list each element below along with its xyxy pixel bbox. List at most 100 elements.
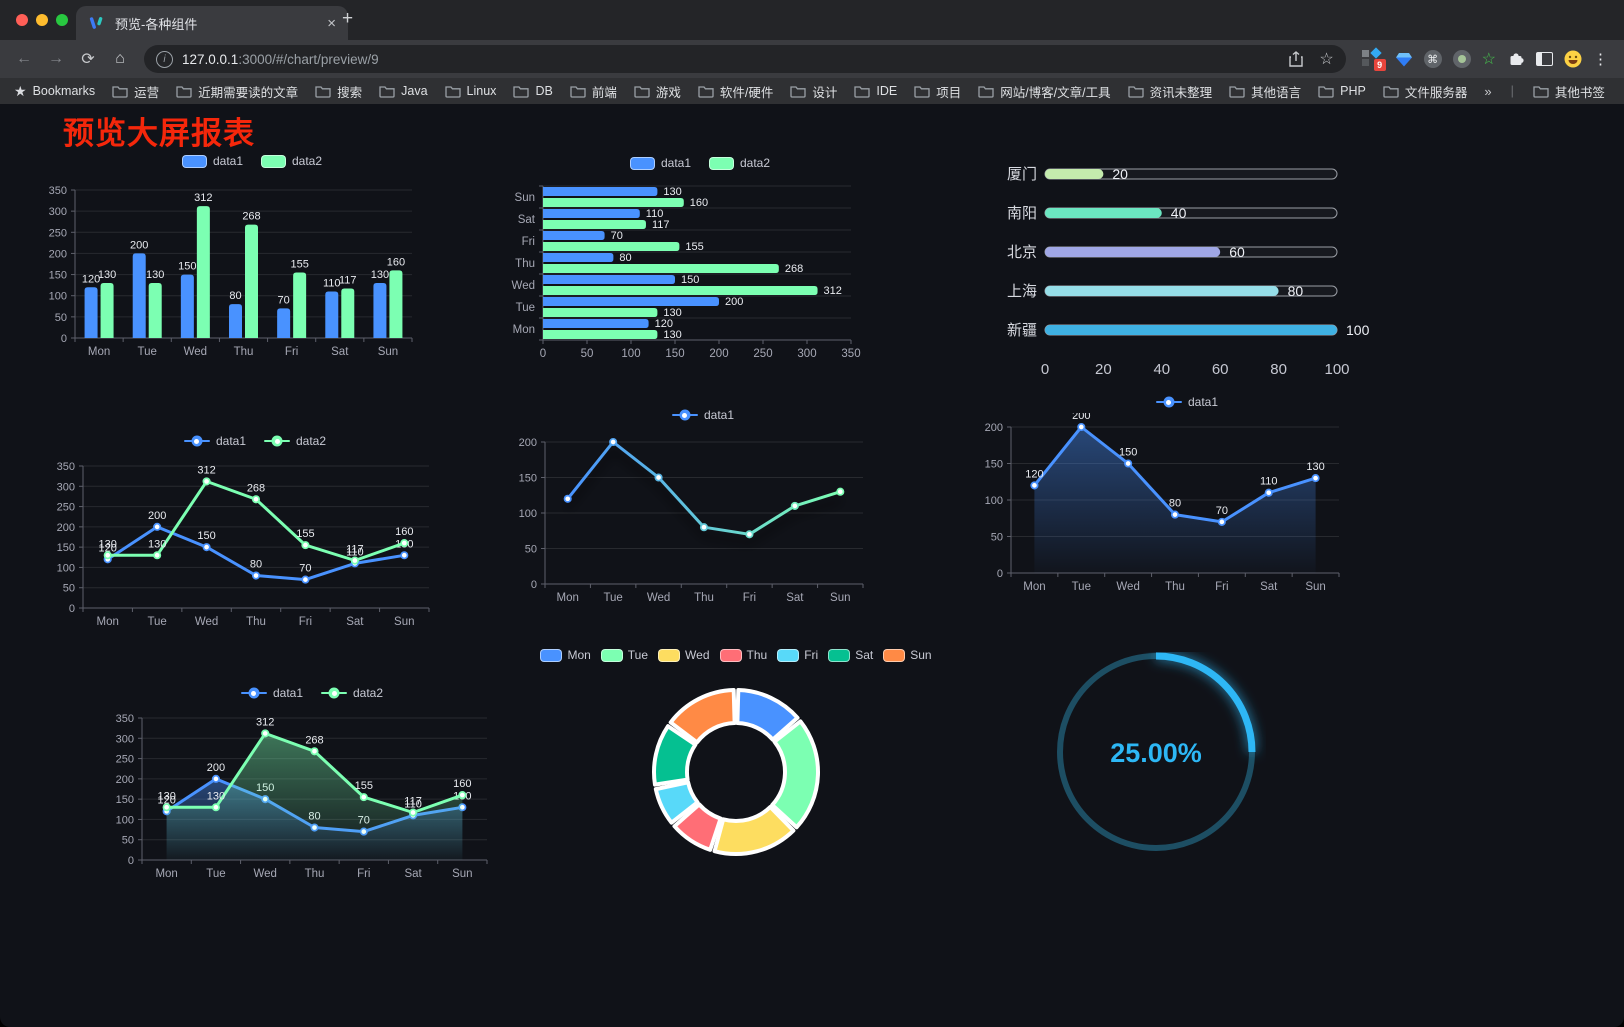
extension-grid-icon[interactable]: 9 (1361, 47, 1386, 71)
svg-text:Thu: Thu (1165, 581, 1185, 593)
bookmark-folder[interactable]: 近期需要读的文章 (176, 82, 298, 101)
browser-tab[interactable]: 预览-各种组件 × (76, 6, 348, 40)
bookmark-star-icon[interactable]: ☆ (1319, 51, 1334, 68)
svg-text:50: 50 (63, 583, 75, 595)
svg-text:80: 80 (619, 252, 631, 264)
bookmark-folder[interactable]: 网站/博客/文章/工具 (978, 82, 1111, 101)
bookmark-folder[interactable]: Java (379, 84, 428, 98)
legend-item-data1[interactable]: data1 (629, 156, 691, 170)
svg-text:100: 100 (519, 508, 537, 520)
command-extension-icon[interactable]: ⌘ (1423, 50, 1442, 68)
record-extension-icon[interactable] (1452, 50, 1471, 68)
svg-text:350: 350 (49, 185, 67, 197)
puzzle-extensions-icon[interactable] (1507, 50, 1525, 68)
menu-dots-icon[interactable]: ⋮ (1593, 51, 1608, 68)
tab-close-icon[interactable]: × (327, 14, 336, 32)
legend-item-data2[interactable]: data2 (264, 434, 326, 448)
bookmark-folder[interactable]: 文件服务器 (1383, 82, 1467, 101)
svg-text:0: 0 (531, 579, 537, 591)
legend-item-data1[interactable]: data1 (181, 154, 243, 168)
new-tab-button[interactable]: + (342, 8, 354, 29)
svg-text:130: 130 (663, 307, 681, 319)
sidebar-icon[interactable] (1536, 52, 1553, 66)
svg-text:100: 100 (116, 814, 134, 826)
bookmarks-manager[interactable]: ★ Bookmarks (14, 83, 95, 100)
url-bar[interactable]: i 127.0.0.1:3000/#/chart/preview/9 ☆ (144, 45, 1346, 73)
folder-icon (1318, 85, 1334, 98)
gem-extension-icon[interactable] (1395, 50, 1413, 68)
svg-text:Fri: Fri (299, 616, 312, 628)
svg-text:130: 130 (663, 186, 681, 198)
legend-item-Thu[interactable]: Thu (719, 648, 767, 662)
legend-item-data1[interactable]: data1 (1155, 395, 1219, 409)
bookmarks-overflow-chevron[interactable]: » (1484, 83, 1492, 99)
svg-text:150: 150 (1119, 447, 1137, 459)
legend-item-data1[interactable]: data1 (183, 434, 246, 448)
forward-icon[interactable]: → (48, 50, 64, 67)
legend-item-data2[interactable]: data2 (261, 154, 322, 168)
two-series-line-canvas: 0 50 100 150 200 250 300 350 Mon Tue Wed Thu Fri Sat S… (57, 461, 430, 628)
green-star-extension-icon[interactable]: ☆ (1481, 51, 1496, 68)
other-bookmarks-folder[interactable]: 其他书签 (1533, 82, 1605, 101)
bookmark-folder[interactable]: 资讯未整理 (1127, 82, 1212, 101)
emoji-profile-icon[interactable] (1564, 50, 1582, 68)
bookmark-folder[interactable]: IDE (854, 84, 897, 98)
bookmark-folder[interactable]: Linux (444, 84, 496, 98)
bookmark-folder[interactable]: 搜索 (315, 82, 362, 101)
area-line-chart[interactable]: data1 0 50 100 150 200 Mon Tue Wed Thu Fri Sat Sun 12… (983, 391, 1391, 599)
close-window-button[interactable] (16, 14, 28, 26)
grouped-bar-chart[interactable]: data1 data2 0 50 100 150 200 250 300 350 Mon Tue Wed… (40, 150, 464, 362)
svg-text:250: 250 (116, 754, 134, 766)
folder-icon (1383, 85, 1399, 98)
bookmark-folder[interactable]: 其他语言 (1229, 82, 1301, 101)
back-icon[interactable]: ← (16, 50, 32, 67)
legend-item-data2[interactable]: data2 (321, 686, 383, 700)
legend-item-Mon[interactable]: Mon (540, 648, 591, 662)
svg-text:350: 350 (116, 713, 134, 725)
svg-text:130: 130 (99, 538, 117, 550)
share-icon[interactable] (1287, 50, 1305, 68)
bookmark-folder[interactable]: 设计 (790, 82, 837, 101)
percent-gauge-chart[interactable]: 25.00% (1046, 652, 1266, 866)
gradient-shadow-line-chart[interactable]: data1 0 50 100 150 200 Mon Tue Wed Thu Fri Sat Sun (503, 404, 903, 612)
svg-text:120: 120 (157, 794, 175, 806)
legend-item-Tue[interactable]: Tue (600, 648, 648, 662)
legend-item-Sun[interactable]: Sun (883, 648, 932, 662)
svg-text:Thu: Thu (694, 592, 714, 604)
legend-item-data1[interactable]: data1 (240, 686, 303, 700)
svg-text:200: 200 (725, 296, 743, 308)
bookmark-folder[interactable]: 前端 (570, 82, 617, 101)
legend-item-Sat[interactable]: Sat (828, 648, 873, 662)
two-series-area-line-chart[interactable]: data1 data2 0 50 100 150 200 250 300 350 Mon Tue Wed… (100, 682, 524, 890)
legend-marker (883, 648, 906, 662)
zoom-window-button[interactable] (56, 14, 68, 26)
bookmark-label: 搜索 (337, 85, 363, 100)
legend-label: data1 (1187, 395, 1219, 409)
bookmark-folder[interactable]: DB (513, 84, 553, 98)
home-icon[interactable]: ⌂ (115, 50, 125, 67)
window-controls (16, 14, 68, 26)
bookmark-folder[interactable]: 运营 (112, 82, 159, 101)
minimize-window-button[interactable] (36, 14, 48, 26)
legend-item-Fri[interactable]: Fri (777, 648, 818, 662)
bookmark-folder[interactable]: 游戏 (634, 82, 681, 101)
site-info-icon[interactable]: i (156, 50, 173, 68)
city-progress-chart[interactable]: 厦门 20 南阳 40 北京 60 上海 80 新疆 100 0 20 40 60 80 100 (993, 160, 1393, 388)
svg-text:250: 250 (57, 502, 75, 514)
legend-item-data2[interactable]: data2 (709, 156, 770, 170)
svg-text:100: 100 (57, 562, 75, 574)
horizontal-bar-chart[interactable]: data1 data2 0 50 100 150 200 250 300 350 Mon Tue Wed… (503, 152, 897, 366)
bookmark-folder[interactable]: PHP (1318, 84, 1366, 98)
svg-text:110: 110 (404, 798, 422, 810)
svg-text:300: 300 (116, 733, 134, 745)
weekday-donut-chart[interactable]: Mon Tue Wed Thu Fri Sat Sun (540, 644, 932, 966)
two-series-line-chart[interactable]: data1 data2 0 50 100 150 200 250 300 350 Mon Tue Wed… (43, 430, 467, 638)
legend-item-Wed[interactable]: Wed (658, 648, 710, 662)
percent-gauge-canvas: 25.00% (1057, 652, 1256, 851)
bookmark-folder[interactable]: 项目 (914, 82, 961, 101)
area-line-canvas: 0 50 100 150 200 Mon Tue Wed Thu Fri Sat Sun 120 200 1… (985, 410, 1340, 593)
bookmark-folder[interactable]: 软件/硬件 (698, 82, 773, 101)
svg-text:Mon: Mon (557, 592, 579, 604)
reload-icon[interactable]: ⟳ (81, 51, 95, 68)
legend-item-data1[interactable]: data1 (671, 408, 734, 422)
